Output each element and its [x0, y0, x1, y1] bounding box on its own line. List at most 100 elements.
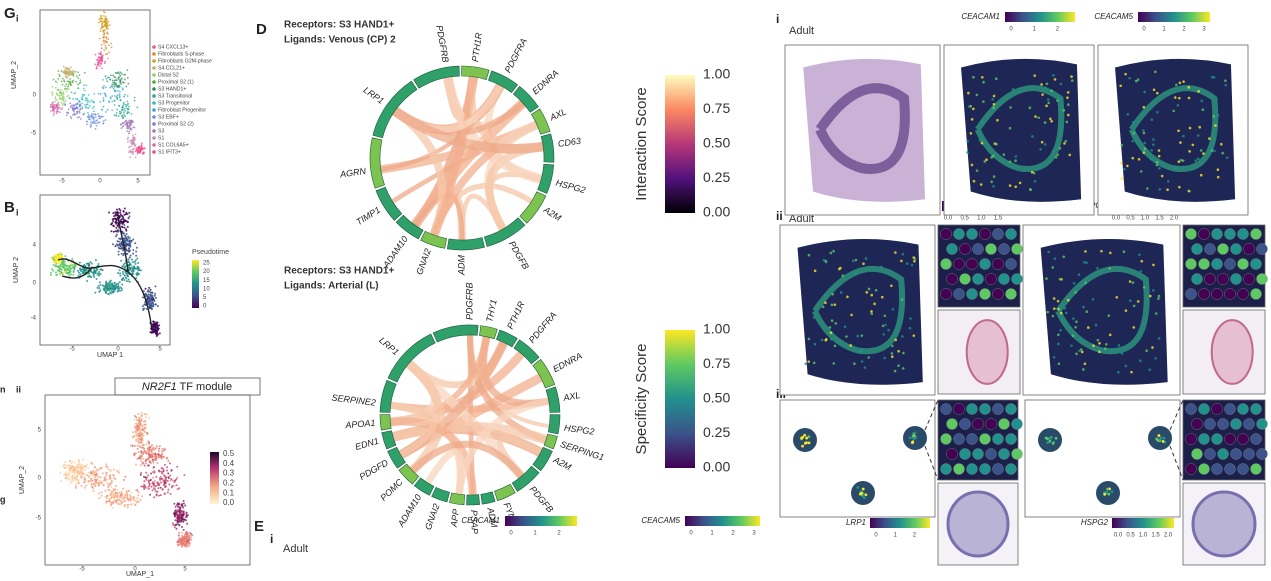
cell-dot: [109, 24, 111, 26]
spot: [864, 257, 868, 260]
cell-dot: [93, 466, 96, 469]
cell-dot: [156, 321, 159, 324]
cell-dot: [131, 136, 134, 139]
cell-dot: [117, 85, 120, 88]
cell-dot: [76, 465, 79, 468]
cell-dot: [115, 233, 118, 236]
cell-dot: [129, 280, 132, 283]
cell-dot: [98, 117, 101, 120]
label: Proximal S2 (1): [158, 79, 194, 85]
spot: [864, 493, 868, 497]
cell-dot: [105, 290, 108, 293]
cell-dot: [82, 464, 85, 467]
spot: [884, 323, 887, 327]
cell-dot: [126, 100, 129, 103]
cell-dot: [93, 105, 95, 108]
spot: [1103, 492, 1107, 496]
cell-dot: [72, 475, 75, 478]
cell-dot: [118, 237, 121, 240]
label: UMAP_2: [11, 61, 18, 89]
cell-dot: [162, 481, 165, 484]
spot: [992, 463, 1004, 475]
spot: [1157, 154, 1161, 158]
cell-dot: [152, 298, 155, 301]
cell-dot: [148, 455, 151, 458]
spot: [1066, 298, 1070, 302]
cell-dot: [161, 455, 164, 458]
cell-dot: [120, 83, 123, 85]
label: 5: [203, 295, 207, 301]
cell-dot: [137, 494, 140, 497]
cell-dot: [112, 219, 115, 222]
spot: [1124, 72, 1127, 76]
spot: [1187, 96, 1191, 100]
cell-dot: [105, 463, 108, 466]
label: 3: [752, 531, 756, 537]
spot: [804, 362, 808, 366]
spot: [1002, 153, 1006, 156]
spot: [820, 338, 824, 342]
cell-dot: [126, 225, 129, 228]
spot: [1143, 90, 1146, 94]
spot: [1134, 79, 1138, 83]
cell-dot: [111, 218, 114, 221]
cell-dot: [120, 112, 122, 115]
cell-dot: [87, 466, 90, 469]
spot: [1136, 300, 1140, 303]
spot: [966, 288, 978, 300]
cell-dot: [78, 459, 81, 462]
cell-dot: [66, 465, 69, 468]
cell-dot: [119, 218, 122, 221]
cell-dot: [169, 474, 172, 477]
spot: [830, 303, 834, 307]
cell-dot: [140, 143, 143, 146]
cell-dot: [112, 87, 115, 90]
cell-dot: [126, 506, 129, 509]
cell-dot: [60, 268, 63, 271]
cell-dot: [142, 475, 145, 478]
cell-dot: [62, 65, 65, 68]
spot: [966, 228, 978, 240]
cell-dot: [70, 104, 73, 107]
cell-dot: [121, 221, 124, 224]
cell-dot: [145, 478, 148, 481]
cell-dot: [144, 460, 147, 463]
cell-dot: [151, 454, 154, 457]
cell-dot: [125, 228, 128, 231]
spot: [1157, 297, 1160, 300]
cell-dot: [127, 151, 130, 153]
cell-dot: [70, 117, 73, 120]
cell-dot: [106, 80, 109, 83]
spot: [901, 252, 905, 256]
cell-dot: [133, 126, 136, 129]
spot: [846, 295, 849, 299]
spot: [992, 258, 1004, 270]
spot: [1057, 362, 1061, 366]
cell-dot: [77, 271, 80, 274]
spot: [990, 180, 993, 184]
cell-dot: [61, 265, 64, 268]
label: D: [256, 21, 267, 38]
spot: [1198, 463, 1210, 475]
spot: [1054, 155, 1058, 159]
label: 1.00: [703, 321, 730, 337]
cell-dot: [142, 427, 145, 430]
cell-dot: [182, 514, 185, 517]
spot: [901, 367, 905, 370]
cell-dot: [137, 151, 140, 154]
cell-dot: [140, 142, 143, 145]
spot: [807, 435, 811, 439]
cell-dot: [133, 99, 136, 102]
cell-dot: [163, 475, 166, 478]
cell-dot: [69, 467, 72, 470]
label: g: [0, 494, 6, 504]
spot: [979, 433, 991, 445]
cell-dot: [185, 538, 188, 541]
spot: [1058, 307, 1062, 311]
spot: [1063, 306, 1067, 310]
spot: [1177, 160, 1181, 164]
cell-dot: [147, 289, 150, 292]
cell-dot: [63, 260, 66, 263]
cell-dot: [118, 75, 120, 78]
cell-dot: [78, 111, 81, 114]
